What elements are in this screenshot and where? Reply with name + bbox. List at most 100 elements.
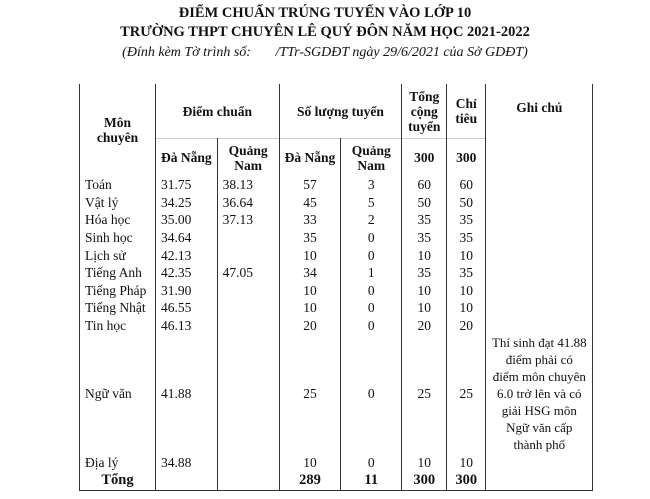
quangnam-score-cell: 37.13 <box>216 211 280 229</box>
quangnam-score-cell <box>216 299 280 317</box>
quangnam-count-cell: 0 <box>340 334 403 454</box>
document-title-line2: TRƯỜNG THPT CHUYÊN LÊ QUÝ ĐÔN NĂM HỌC 20… <box>120 24 530 40</box>
subject-cell: Tiếng Anh <box>79 263 156 282</box>
document-subtitle: (Đính kèm Tờ trình số: /TTr-SGDĐT ngày 2… <box>122 45 528 60</box>
note-cell <box>485 246 594 264</box>
total-cell: 10 <box>401 246 448 264</box>
quangnam-count-cell: 2 <box>340 211 403 229</box>
subject-cell: Địa lý <box>79 453 156 471</box>
table-row: Tiếng Nhật 46.55 10 0 10 10 <box>79 299 594 317</box>
total-cell: 10 <box>401 281 448 300</box>
danang-score-cell: 46.13 <box>155 316 218 335</box>
subject-cell: Ngữ văn <box>79 334 156 454</box>
header-quota-value: 300 <box>446 138 487 176</box>
table-row: Tiếng Anh 42.35 47.05 34 1 35 35 <box>79 263 594 282</box>
quota-cell: 10 <box>446 299 487 317</box>
totals-quota: 300 <box>446 470 487 491</box>
danang-count-cell: 10 <box>278 281 342 300</box>
quota-cell: 10 <box>446 453 487 471</box>
danang-score-cell: 31.75 <box>155 176 218 194</box>
totals-quangnam-count: 11 <box>340 470 403 491</box>
quota-cell: 20 <box>446 316 487 335</box>
subject-cell: Lịch sử <box>79 246 156 264</box>
totals-danang-count: 289 <box>278 470 342 491</box>
note-cell <box>485 263 594 282</box>
danang-count-cell: 20 <box>278 316 342 335</box>
danang-count-cell: 34 <box>278 263 342 282</box>
table-row: Lịch sử 42.13 10 0 10 10 <box>79 246 594 264</box>
quangnam-count-cell: 0 <box>340 453 403 471</box>
danang-score-cell: 42.13 <box>155 246 218 264</box>
subject-cell: Tin học <box>79 316 156 335</box>
note-cell <box>485 176 594 194</box>
danang-score-cell: 41.88 <box>155 334 218 454</box>
quangnam-score-cell <box>216 281 280 300</box>
quangnam-score-cell <box>216 316 280 335</box>
quota-cell: 35 <box>446 263 487 282</box>
quangnam-score-cell <box>216 334 280 454</box>
quota-cell: 35 <box>446 211 487 229</box>
totals-row: Tổng 289 11 300 300 <box>79 470 594 491</box>
quangnam-count-cell: 5 <box>340 193 403 212</box>
danang-count-cell: 57 <box>278 176 342 194</box>
table-row: Địa lý 34.88 10 0 10 10 <box>79 453 594 471</box>
total-cell: 50 <box>401 193 448 212</box>
subject-cell: Sinh học <box>79 228 156 247</box>
danang-score-cell: 34.64 <box>155 228 218 247</box>
danang-score-cell: 42.35 <box>155 263 218 282</box>
danang-count-cell: 10 <box>278 299 342 317</box>
total-cell: 35 <box>401 211 448 229</box>
empty-cell <box>155 470 218 491</box>
table-row: Hóa học 35.00 37.13 33 2 35 35 <box>79 211 594 229</box>
danang-count-cell: 45 <box>278 193 342 212</box>
header-total: Tổng cộng tuyển <box>401 84 448 139</box>
note-cell: Thí sinh đạt 41.88 điểm phải có điểm môn… <box>485 334 594 454</box>
quangnam-score-cell <box>216 228 280 247</box>
total-cell: 25 <box>401 334 448 454</box>
danang-count-cell: 35 <box>278 228 342 247</box>
header-count-danang: Đà Nẵng <box>278 138 342 176</box>
admission-scores-table: Môn chuyên Điểm chuẩn Số lượng tuyển Tổn… <box>79 84 594 491</box>
subject-cell: Vật lý <box>79 193 156 212</box>
quota-cell: 10 <box>446 246 487 264</box>
total-cell: 10 <box>401 299 448 317</box>
quota-cell: 35 <box>446 228 487 247</box>
quangnam-count-cell: 3 <box>340 176 403 194</box>
table-row: Sinh học 34.64 35 0 35 35 <box>79 228 594 247</box>
header-total-value: 300 <box>401 138 448 176</box>
table-row: Ngữ văn 41.88 25 0 25 25 Thí sinh đạt 41.88 đi… <box>79 334 594 454</box>
total-cell: 10 <box>401 453 448 471</box>
empty-cell <box>216 470 280 491</box>
danang-score-cell: 34.88 <box>155 453 218 471</box>
empty-cell <box>485 470 594 491</box>
totals-total: 300 <box>401 470 448 491</box>
quangnam-score-cell <box>216 453 280 471</box>
quangnam-score-cell: 38.13 <box>216 176 280 194</box>
quangnam-count-cell: 0 <box>340 299 403 317</box>
quangnam-score-cell <box>216 246 280 264</box>
subject-cell: Tiếng Nhật <box>79 299 156 317</box>
note-cell <box>485 299 594 317</box>
quota-cell: 25 <box>446 334 487 454</box>
note-cell <box>485 281 594 300</box>
header-score: Điểm chuẩn <box>155 84 280 139</box>
note-cell <box>485 193 594 212</box>
quangnam-count-cell: 0 <box>340 316 403 335</box>
note-cell <box>485 453 594 471</box>
note-cell <box>485 211 594 229</box>
quota-cell: 50 <box>446 193 487 212</box>
note-cell <box>485 316 594 335</box>
header-subject: Môn chuyên <box>79 84 156 176</box>
table-row: Vật lý 34.25 36.64 45 5 50 50 <box>79 193 594 212</box>
table-row: Toán 31.75 38.13 57 3 60 60 <box>79 176 594 194</box>
danang-score-cell: 46.55 <box>155 299 218 317</box>
danang-score-cell: 31.90 <box>155 281 218 300</box>
quota-cell: 10 <box>446 281 487 300</box>
document-title: ĐIỂM CHUẨN TRÚNG TUYỂN VÀO LỚP 10 <box>178 5 472 21</box>
header-score-danang: Đà Nẵng <box>155 138 218 176</box>
table-row: Tin học 46.13 20 0 20 20 <box>79 316 594 335</box>
total-cell: 35 <box>401 263 448 282</box>
danang-score-cell: 35.00 <box>155 211 218 229</box>
header-score-quangnam: Quảng Nam <box>216 138 280 176</box>
total-cell: 35 <box>401 228 448 247</box>
